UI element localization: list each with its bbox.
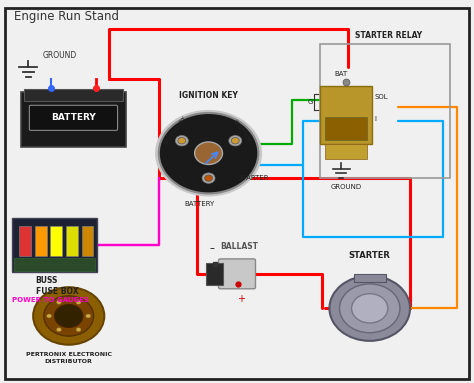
Circle shape [231,137,239,144]
Text: SOL: SOL [374,93,388,100]
FancyBboxPatch shape [50,226,62,256]
Text: IGNITION: IGNITION [231,119,251,144]
Circle shape [159,113,258,193]
Circle shape [56,327,62,332]
Circle shape [76,300,81,304]
FancyBboxPatch shape [14,258,95,271]
Text: GROUND: GROUND [330,184,362,190]
FancyBboxPatch shape [19,226,31,256]
FancyBboxPatch shape [206,263,223,285]
Circle shape [329,276,410,341]
Text: POWER TO GAUGES: POWER TO GAUGES [12,297,89,303]
Text: GROUND: GROUND [43,51,77,60]
Text: BUSS
FUSE BOX: BUSS FUSE BOX [36,276,78,296]
Circle shape [339,284,400,333]
FancyBboxPatch shape [29,105,118,130]
Circle shape [229,136,242,146]
Circle shape [55,304,83,327]
Text: G: G [308,99,313,105]
Circle shape [86,314,91,318]
FancyBboxPatch shape [219,259,255,289]
FancyBboxPatch shape [12,218,97,272]
Circle shape [46,314,52,318]
Text: BATTERY: BATTERY [184,201,214,207]
Text: BATTERY: BATTERY [51,113,96,122]
Text: –: – [210,243,215,253]
Text: IGNITION KEY: IGNITION KEY [179,91,238,100]
Text: STARTER: STARTER [238,175,269,181]
Text: Engine Run Stand: Engine Run Stand [14,10,119,23]
Circle shape [33,287,104,345]
Text: STARTER RELAY: STARTER RELAY [355,31,422,40]
FancyBboxPatch shape [354,274,386,282]
Text: PERTRONIX ELECTRONIC
DISTRIBUTOR: PERTRONIX ELECTRONIC DISTRIBUTOR [26,352,112,364]
Circle shape [352,294,388,323]
FancyBboxPatch shape [24,89,123,101]
FancyBboxPatch shape [325,144,367,159]
Circle shape [205,175,212,182]
FancyBboxPatch shape [21,92,126,147]
Circle shape [175,136,188,146]
FancyBboxPatch shape [82,226,93,256]
Circle shape [202,173,215,183]
FancyBboxPatch shape [66,226,78,256]
Circle shape [195,142,222,164]
Text: BALLAST: BALLAST [220,242,258,251]
Text: +: + [237,294,245,304]
Circle shape [178,137,186,144]
Text: STARTER: STARTER [349,252,391,260]
FancyBboxPatch shape [35,226,46,256]
Circle shape [56,300,62,304]
Text: I: I [374,116,376,123]
FancyBboxPatch shape [325,117,367,140]
Circle shape [155,110,262,196]
Circle shape [44,296,93,336]
FancyBboxPatch shape [320,86,372,144]
Text: ACCESSORY: ACCESSORY [164,115,188,147]
Circle shape [76,327,81,332]
Text: BAT: BAT [335,70,348,77]
